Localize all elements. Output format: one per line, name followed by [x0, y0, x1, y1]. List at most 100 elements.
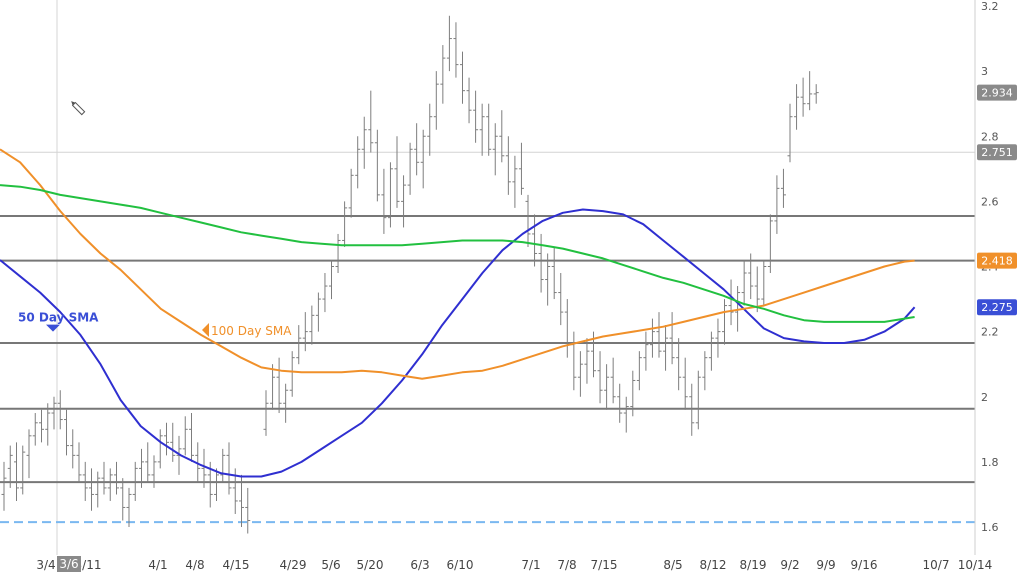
y-tick-label: 2.6 [981, 195, 999, 208]
ohlc-bar [51, 396, 57, 430]
y-tick-label: 2 [981, 391, 988, 404]
ohlc-bar [322, 273, 328, 313]
y-tick-label: 1.8 [981, 456, 999, 469]
ohlc-bar [182, 416, 188, 456]
ohlc-bar [387, 162, 393, 228]
annotation-0: 50 Day SMA [18, 311, 99, 332]
ohlc-bar [361, 116, 367, 169]
ohlc-bar [101, 461, 107, 495]
x-tick-label: 4/8 [185, 558, 204, 572]
y-tick-label: 2.2 [981, 326, 999, 339]
ohlc-bar [355, 136, 361, 189]
ohlc-bar [201, 448, 207, 488]
ohlc-bar [164, 422, 169, 456]
series-line-50-day-sma [0, 208, 916, 478]
ohlc-bar [348, 168, 354, 218]
ohlc-bar [715, 318, 721, 358]
y-tick-label: 2.8 [981, 130, 999, 143]
price-tag-bg [977, 144, 1017, 161]
ohlc-bar [309, 305, 315, 345]
price-tag: 2.418 [977, 252, 1017, 269]
ohlc-bar [57, 390, 63, 430]
ohlc-bar [446, 15, 452, 72]
x-tick-label: 10/7 [923, 558, 950, 572]
ohlc-bar [1, 461, 7, 511]
ohlc-bar [26, 429, 32, 479]
ohlc-bar [597, 351, 603, 404]
x-tick-label: 9/16 [851, 558, 878, 572]
ohlc-bar [45, 403, 51, 446]
ohlc-bar [538, 233, 544, 293]
ohlc-bar [512, 155, 518, 208]
price-tag-label: 2.418 [981, 255, 1013, 268]
ohlc-bar [479, 103, 485, 156]
y-tick-label: 3 [981, 65, 988, 78]
ohlc-bar [584, 338, 590, 384]
ohlc-bar [754, 266, 760, 313]
ohlc-bar [289, 351, 295, 397]
ohlc-bar [139, 448, 144, 488]
ohlc-bar [89, 468, 94, 511]
x-tick-label: 7/1 [521, 558, 540, 572]
price-tag-bg [977, 299, 1017, 316]
ohlc-bar [381, 168, 387, 234]
ohlc-bar [329, 259, 334, 300]
x-tick-label: 9/9 [816, 558, 835, 572]
ohlc-bar [76, 442, 82, 482]
annotation-1: 100 Day SMA [202, 322, 292, 338]
ohlc-bar [132, 461, 138, 501]
ohlc-bar [676, 338, 682, 391]
x-tick-label: 10/14 [958, 558, 993, 572]
annotation-arrow-icon [46, 324, 60, 332]
pencil-icon[interactable] [70, 100, 86, 116]
price-tag: 2.275 [977, 299, 1017, 316]
ohlc-bar [545, 253, 551, 306]
ohlc-bar [656, 312, 662, 358]
ohlc-bar [374, 129, 380, 202]
ohlc-bar [610, 357, 616, 404]
ohlc-bar [114, 461, 119, 495]
ohlc-bar [433, 71, 439, 130]
pencil-icon-body [71, 101, 86, 116]
ohlc-bar [82, 461, 88, 501]
price-tag-label: 2.751 [981, 146, 1013, 159]
x-tick-label: 8/12 [700, 558, 727, 572]
ohlc-bar [394, 136, 400, 208]
ohlc-bar [220, 448, 226, 482]
ohlc-bar [302, 312, 308, 352]
price-tag-label: 2.275 [981, 301, 1013, 314]
ohlc-bar [748, 253, 754, 300]
ohlc-bar [636, 351, 642, 391]
ohlc-bar [368, 90, 374, 153]
ohlc-bar [157, 429, 163, 469]
ohlc-bar [682, 357, 688, 410]
ohlc-bar [39, 409, 44, 443]
ohlc-bar [663, 325, 669, 371]
ohlc-bar [453, 22, 459, 78]
ohlc-bar [486, 103, 492, 156]
ohlc-bar [780, 168, 786, 208]
ohlc-bar [518, 142, 524, 195]
x-tick-label: 9/2 [780, 558, 799, 572]
ohlc-bar [767, 214, 773, 274]
ohlc-bar [460, 51, 465, 104]
price-tag-label: 2.934 [981, 87, 1013, 100]
ohlc-bar [708, 331, 714, 371]
ohlc-bar [794, 84, 800, 130]
ohlc-bar [195, 442, 201, 482]
ohlc-bar [245, 487, 251, 534]
ohlc-bar [151, 455, 157, 488]
ohlc-bar [728, 279, 734, 326]
ohlc-bar [420, 129, 426, 189]
ohlc-bar [505, 136, 511, 195]
ohlc-bar [473, 90, 479, 143]
x-tick-label: 3/11 [75, 558, 102, 572]
ohlc-bar [239, 474, 244, 527]
price-tag: 2.934 [977, 84, 1017, 101]
x-tick-label: 8/5 [663, 558, 682, 572]
crosshair-date-label: 3/6 [59, 557, 78, 571]
y-tick-label: 1.6 [981, 521, 999, 534]
ohlc-bar [414, 123, 420, 176]
ohlc-bar [20, 445, 26, 495]
